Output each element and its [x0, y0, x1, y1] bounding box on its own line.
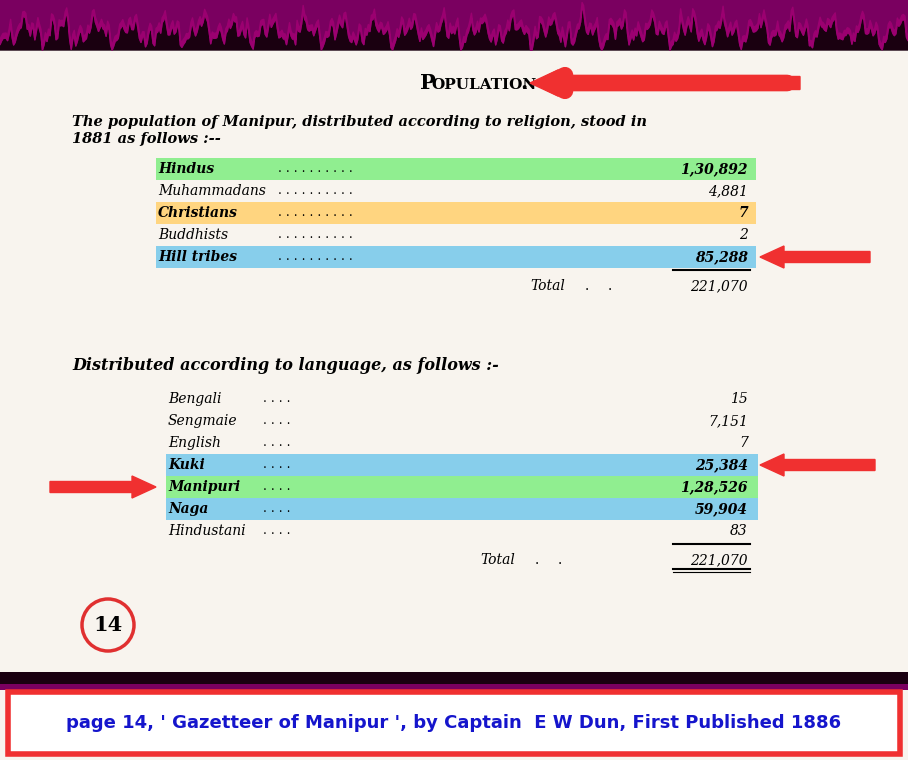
Text: .: . — [585, 279, 589, 293]
Text: P: P — [420, 73, 436, 93]
FancyBboxPatch shape — [156, 246, 756, 268]
Text: Christians: Christians — [158, 206, 238, 220]
Text: Sengmaie: Sengmaie — [168, 414, 238, 428]
Text: 7,151: 7,151 — [708, 414, 748, 428]
Polygon shape — [530, 70, 800, 96]
FancyBboxPatch shape — [166, 498, 758, 520]
Text: 25,384: 25,384 — [695, 458, 748, 472]
Text: Bengali: Bengali — [168, 392, 222, 406]
Text: OPULATION: OPULATION — [431, 78, 537, 92]
Text: Distributed according to language, as follows :-: Distributed according to language, as fo… — [72, 357, 498, 374]
Polygon shape — [50, 476, 156, 498]
Text: . . . . . . . . . .: . . . . . . . . . . — [278, 185, 352, 198]
FancyBboxPatch shape — [8, 692, 900, 754]
Text: . . . .: . . . . — [263, 524, 291, 537]
Text: . . . .: . . . . — [263, 414, 291, 427]
Text: Hill tribes: Hill tribes — [158, 250, 237, 264]
Text: 2: 2 — [739, 228, 748, 242]
Text: 14: 14 — [94, 615, 123, 635]
Text: 221,070: 221,070 — [690, 553, 748, 567]
Text: . . . . . . . . . .: . . . . . . . . . . — [278, 229, 352, 242]
Text: English: English — [168, 436, 221, 450]
Text: . . . .: . . . . — [263, 392, 291, 406]
Polygon shape — [760, 454, 875, 476]
Text: .: . — [608, 279, 612, 293]
Text: 4,881: 4,881 — [708, 184, 748, 198]
Text: . . . .: . . . . — [263, 458, 291, 471]
Text: .: . — [535, 553, 539, 567]
Text: 1,30,892: 1,30,892 — [680, 162, 748, 176]
FancyBboxPatch shape — [166, 476, 758, 498]
Text: . . . .: . . . . — [263, 436, 291, 449]
Text: Hindustani: Hindustani — [168, 524, 246, 538]
Text: The population of Manipur, distributed according to religion, stood in: The population of Manipur, distributed a… — [72, 115, 647, 129]
Text: Muhammadans: Muhammadans — [158, 184, 266, 198]
FancyBboxPatch shape — [156, 158, 756, 180]
Text: Total: Total — [530, 279, 565, 293]
FancyBboxPatch shape — [0, 672, 908, 684]
Text: 221,070: 221,070 — [690, 279, 748, 293]
Text: . . . . . . . . . .: . . . . . . . . . . — [278, 163, 352, 176]
Text: page 14, ' Gazetteer of Manipur ', by Captain  E W Dun, First Published 1886: page 14, ' Gazetteer of Manipur ', by Ca… — [66, 714, 842, 732]
Text: . . . .: . . . . — [263, 502, 291, 515]
Text: 1881 as follows :--: 1881 as follows :-- — [72, 132, 221, 146]
Text: Naga: Naga — [168, 502, 208, 516]
Text: 15: 15 — [730, 392, 748, 406]
Text: 7: 7 — [738, 206, 748, 220]
Text: Hindus: Hindus — [158, 162, 214, 176]
Text: 59,904: 59,904 — [695, 502, 748, 516]
Text: 1,28,526: 1,28,526 — [680, 480, 748, 494]
FancyBboxPatch shape — [166, 454, 758, 476]
Text: . . . . . . . . . .: . . . . . . . . . . — [278, 207, 352, 220]
Text: Kuki: Kuki — [168, 458, 204, 472]
Text: 7: 7 — [739, 436, 748, 450]
Text: 83: 83 — [730, 524, 748, 538]
Text: Manipuri: Manipuri — [168, 480, 240, 494]
Polygon shape — [760, 246, 870, 268]
Text: Buddhists: Buddhists — [158, 228, 228, 242]
Text: . . . . . . . . . .: . . . . . . . . . . — [278, 251, 352, 264]
Text: . . . .: . . . . — [263, 480, 291, 493]
Text: .: . — [558, 553, 562, 567]
Text: .: . — [520, 73, 528, 93]
Text: Total: Total — [480, 553, 515, 567]
Text: 85,288: 85,288 — [695, 250, 748, 264]
FancyBboxPatch shape — [156, 202, 756, 224]
FancyBboxPatch shape — [0, 684, 908, 690]
